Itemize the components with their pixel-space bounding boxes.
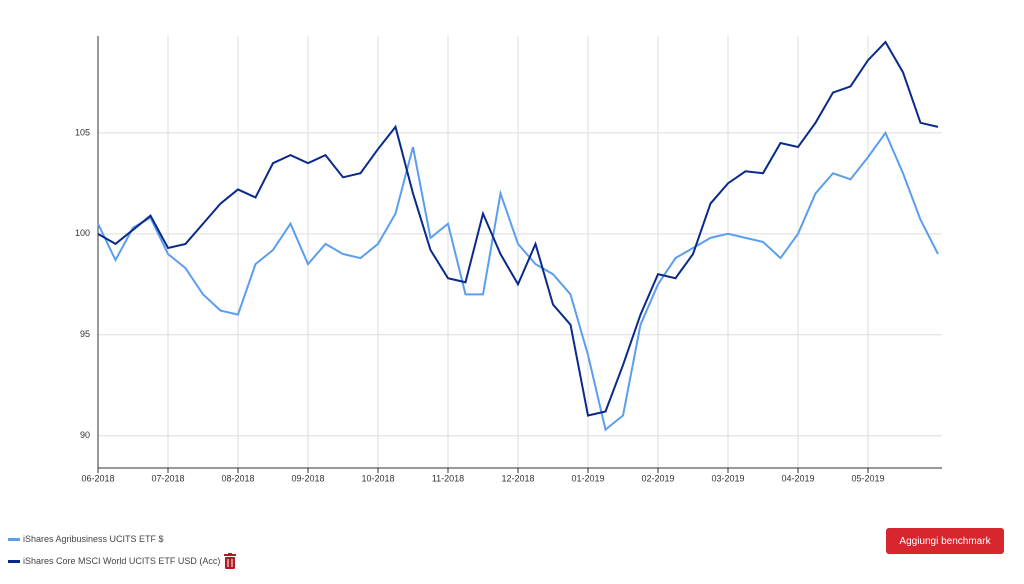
x-tick-label: 12-2018 [501, 473, 534, 483]
legend-entry: iShares Core MSCI World UCITS ETF USD (A… [8, 550, 237, 572]
x-tick-label: 05-2019 [851, 473, 884, 483]
x-tick-label: 02-2019 [641, 473, 674, 483]
y-tick-label: 95 [80, 329, 90, 339]
legend-swatch [8, 559, 20, 563]
x-tick-label: 08-2018 [221, 473, 254, 483]
add-benchmark-button[interactable]: Aggiungi benchmark [886, 528, 1004, 554]
y-tick-label: 105 [75, 127, 90, 137]
x-tick-label: 01-2019 [571, 473, 604, 483]
x-tick-label: 06-2018 [81, 473, 114, 483]
x-tick-label: 11-2018 [432, 473, 464, 483]
y-tick-label: 100 [75, 228, 90, 238]
x-tick-label: 09-2018 [291, 473, 324, 483]
series-line [97, 130, 939, 432]
legend-label: iShares Core MSCI World UCITS ETF USD (A… [23, 556, 221, 566]
x-tick-label: 10-2018 [361, 473, 394, 483]
legend: iShares Agribusiness UCITS ETF $ iShares … [8, 528, 237, 572]
series-line [97, 40, 939, 417]
legend-entry: iShares Agribusiness UCITS ETF $ [8, 528, 236, 550]
x-tick-label: 04-2019 [781, 473, 814, 483]
legend-label: iShares Agribusiness UCITS ETF $ [23, 534, 164, 544]
y-tick-label: 90 [80, 430, 90, 440]
x-tick-label: 03-2019 [711, 473, 744, 483]
remove-icon[interactable] [224, 553, 237, 569]
legend-swatch [8, 537, 20, 541]
chart: 90 95 100 105 06-2018 07-2018 08-2018 09-2018 10… [75, 36, 942, 483]
x-tick-label: 07-2018 [151, 473, 184, 483]
